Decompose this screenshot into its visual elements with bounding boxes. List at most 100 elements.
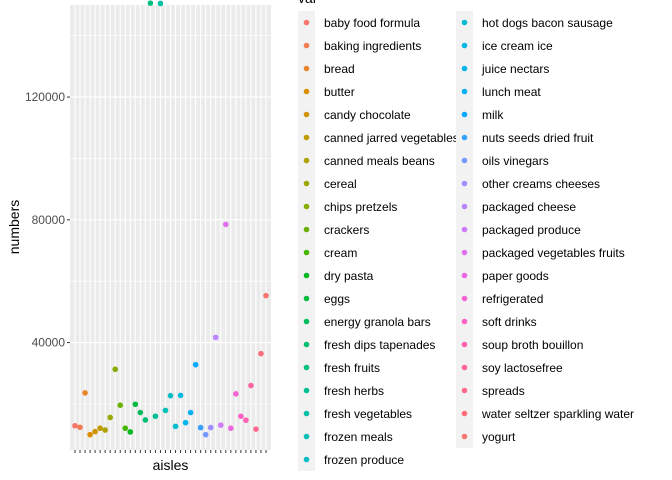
legend-marker (461, 157, 468, 164)
legend-marker (303, 364, 310, 371)
data-point (182, 419, 189, 426)
data-point (152, 413, 159, 420)
legend-label: crackers (324, 223, 369, 237)
legend-marker (461, 65, 468, 72)
legend-label: packaged cheese (482, 200, 576, 214)
legend-marker (303, 88, 310, 95)
legend-label: chips pretzels (324, 200, 397, 214)
legend-marker (303, 433, 310, 440)
data-point (207, 424, 214, 431)
legend-label: baking ingredients (324, 39, 421, 53)
legend-marker (461, 295, 468, 302)
legend-marker (303, 111, 310, 118)
data-point (122, 425, 129, 432)
legend-label: frozen meals (324, 430, 393, 444)
y-axis: 40000 80000 120000 (25, 90, 70, 350)
data-point (132, 401, 139, 408)
legend-label: soft drinks (482, 315, 537, 329)
data-point (258, 350, 264, 357)
legend-marker (303, 456, 310, 463)
legend-label: soup broth bouillon (482, 338, 583, 352)
data-point (248, 382, 254, 389)
legend-label: bread (324, 62, 355, 76)
data-point (157, 0, 164, 7)
legend-label: eggs (324, 292, 350, 306)
legend-label: oils vinegars (482, 154, 549, 168)
data-point (228, 425, 234, 432)
legend-label: fresh vegetables (324, 407, 412, 421)
grid-major (70, 5, 271, 450)
legend-label: ice cream ice (482, 39, 553, 53)
legend-marker (303, 180, 310, 187)
data-point (263, 292, 269, 299)
legend-marker (461, 272, 468, 279)
legend-marker (461, 364, 468, 371)
legend-marker (303, 295, 310, 302)
legend-label: packaged vegetables fruits (482, 246, 625, 260)
legend-label: fresh fruits (324, 361, 380, 375)
legend-marker (303, 249, 310, 256)
data-point (192, 361, 199, 368)
y-tick-label: 40000 (32, 336, 66, 350)
legend-marker (303, 157, 310, 164)
y-tick-label: 80000 (32, 213, 66, 227)
data-point (142, 417, 149, 423)
data-point (222, 221, 229, 228)
legend-marker (303, 226, 310, 233)
data-point (137, 409, 144, 416)
legend-label: packaged produce (482, 223, 581, 237)
legend-label: cream (324, 246, 357, 260)
data-point (233, 391, 239, 397)
legend-marker (303, 203, 310, 210)
legend-label: canned jarred vegetables (324, 131, 459, 145)
data-point (92, 428, 98, 435)
legend-marker (303, 272, 310, 279)
legend-label: other creams cheeses (482, 177, 600, 191)
legend-label: hot dogs bacon sausage (482, 16, 613, 30)
legend-label: nuts seeds dried fruit (482, 131, 594, 145)
legend-label: frozen produce (324, 453, 404, 467)
legend-marker (461, 203, 468, 210)
legend-label: dry pasta (324, 269, 374, 283)
legend-label: milk (482, 108, 504, 122)
data-point (107, 414, 113, 421)
legend-label: fresh dips tapenades (324, 338, 435, 352)
legend-label: energy granola bars (324, 315, 431, 329)
legend-label: candy chocolate (324, 108, 411, 122)
data-point (177, 392, 184, 399)
legend-marker (461, 249, 468, 256)
legend-marker (461, 180, 468, 187)
legend-marker (303, 387, 310, 394)
data-point (212, 334, 219, 341)
data-point (202, 431, 209, 438)
data-point (162, 407, 169, 414)
data-point (217, 422, 224, 428)
data-point (243, 417, 249, 424)
data-point (112, 366, 119, 373)
legend-label: lunch meat (482, 85, 541, 99)
legend-marker (461, 387, 468, 394)
data-point (197, 424, 204, 431)
legend-marker (461, 42, 468, 49)
legend-label: canned meals beans (324, 154, 435, 168)
legend-marker (461, 19, 468, 26)
data-point (87, 431, 93, 438)
legend-marker (461, 88, 468, 95)
y-tick-label: 120000 (25, 90, 65, 104)
legend-marker (303, 65, 310, 72)
data-point (187, 409, 194, 416)
data-point (77, 424, 83, 431)
x-axis-title: aisles (153, 457, 189, 473)
data-point (253, 426, 259, 432)
legend-marker (461, 134, 468, 141)
legend-label: butter (324, 85, 355, 99)
legend-marker (303, 42, 310, 49)
data-point (167, 392, 174, 399)
legend-label: water seltzer sparkling water (481, 407, 634, 421)
legend-marker (303, 134, 310, 141)
legend-label: paper goods (482, 269, 549, 283)
legend-label: refrigerated (482, 292, 543, 306)
data-point (97, 425, 103, 432)
data-point (127, 429, 134, 435)
